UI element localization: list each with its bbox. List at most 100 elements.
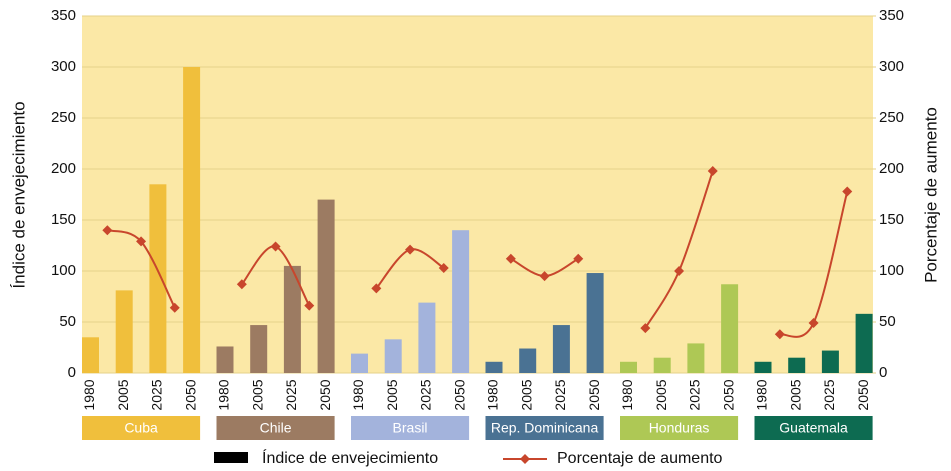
bar — [855, 313, 873, 373]
y2-tick-label: 350 — [879, 7, 904, 24]
x-tick-label: 2005 — [115, 379, 131, 410]
bar — [283, 265, 301, 373]
y-tick-label: 250 — [51, 109, 76, 126]
bar — [485, 361, 503, 373]
y2-axis-label: Porcentaje de aumento — [921, 107, 940, 283]
bar — [653, 357, 671, 373]
x-tick-label: 2025 — [552, 379, 568, 410]
group-label: Rep. Dominicana — [491, 420, 599, 436]
legend-label: Índice de envejecimiento — [262, 448, 438, 467]
group-label: Guatemala — [779, 420, 848, 436]
bar — [788, 357, 806, 373]
x-tick-label: 2050 — [855, 379, 871, 410]
line-marker — [136, 236, 147, 247]
group-label: Brasil — [393, 420, 428, 436]
bar — [82, 337, 99, 373]
legend-swatch — [214, 452, 248, 463]
x-tick-label: 2025 — [687, 379, 703, 410]
line-marker — [236, 279, 247, 290]
y2-tick-label: 100 — [879, 262, 904, 279]
x-tick-label: 1980 — [350, 379, 366, 410]
group-label-box — [485, 416, 604, 440]
x-tick-label: 2050 — [720, 379, 736, 410]
x-tick-label: 2025 — [149, 379, 165, 410]
x-tick-label: 2005 — [787, 379, 803, 410]
legend-marker — [520, 454, 530, 464]
y2-tick-label: 150 — [879, 211, 904, 228]
line-marker — [707, 166, 718, 177]
x-tick-label: 2005 — [384, 379, 400, 410]
bar — [418, 302, 436, 373]
x-tick-label: 1980 — [619, 379, 635, 410]
x-tick-label: 2025 — [283, 379, 299, 410]
line-marker — [438, 262, 449, 273]
x-tick-label: 2050 — [586, 379, 602, 410]
y-tick-label: 350 — [51, 7, 76, 24]
group-label-box — [351, 416, 470, 440]
line-marker — [169, 302, 180, 313]
line-marker — [304, 300, 315, 311]
y2-tick-label: 300 — [879, 58, 904, 75]
line-marker — [573, 253, 584, 264]
line-marker — [640, 323, 651, 334]
bar — [721, 284, 739, 373]
bar — [452, 230, 470, 373]
group-label-box — [82, 416, 201, 440]
x-tick-label: 2025 — [418, 379, 434, 410]
bar — [821, 350, 839, 373]
y-tick-label: 200 — [51, 160, 76, 177]
bar — [552, 325, 570, 373]
y-tick-label: 0 — [68, 364, 76, 381]
line-marker — [102, 225, 113, 236]
group-label: Chile — [260, 420, 292, 436]
x-tick-label: 1980 — [754, 379, 770, 410]
y-tick-label: 150 — [51, 211, 76, 228]
line-marker — [674, 266, 685, 276]
x-tick-label: 1980 — [216, 379, 232, 410]
y-tick-label: 300 — [51, 58, 76, 75]
line-marker — [405, 244, 416, 255]
group-label-box — [754, 416, 873, 440]
x-tick-label: 2005 — [249, 379, 265, 410]
line-marker — [505, 253, 516, 264]
line-marker — [270, 241, 281, 252]
y2-tick-label: 200 — [879, 160, 904, 177]
group-label-box — [216, 416, 335, 440]
bar — [620, 361, 637, 373]
line — [779, 191, 849, 338]
x-tick-label: 2050 — [451, 379, 467, 410]
group-label-box — [620, 416, 739, 440]
plot-area — [82, 16, 873, 373]
x-tick-label: 1980 — [81, 379, 97, 410]
line-marker — [539, 271, 550, 282]
x-tick-label: 2050 — [182, 379, 198, 410]
bar — [754, 361, 772, 373]
x-tick-label: 2005 — [518, 379, 534, 410]
x-tick-label: 2050 — [317, 379, 333, 410]
x-tick-label: 2005 — [653, 379, 669, 410]
y2-tick-label: 50 — [879, 313, 896, 330]
y-tick-label: 50 — [59, 313, 76, 330]
bar — [317, 199, 335, 373]
bar — [519, 348, 537, 373]
legend-label: Porcentaje de aumento — [557, 450, 723, 467]
bar — [216, 346, 234, 373]
x-tick-label: 1980 — [485, 379, 501, 410]
bar — [384, 339, 402, 373]
line-marker — [808, 318, 819, 329]
bar — [687, 343, 705, 373]
y-axis-label: Índice de envejecimiento — [9, 101, 28, 288]
bar — [115, 290, 133, 373]
group-label: Cuba — [124, 420, 158, 436]
y2-tick-label: 0 — [879, 364, 887, 381]
bar — [149, 184, 167, 373]
y2-tick-label: 250 — [879, 109, 904, 126]
bar — [586, 273, 604, 373]
line-marker — [371, 283, 382, 294]
line-marker — [842, 186, 853, 197]
bar — [183, 67, 201, 373]
x-tick-label: 2025 — [821, 379, 837, 410]
bar — [351, 353, 368, 373]
group-label: Honduras — [649, 420, 710, 436]
